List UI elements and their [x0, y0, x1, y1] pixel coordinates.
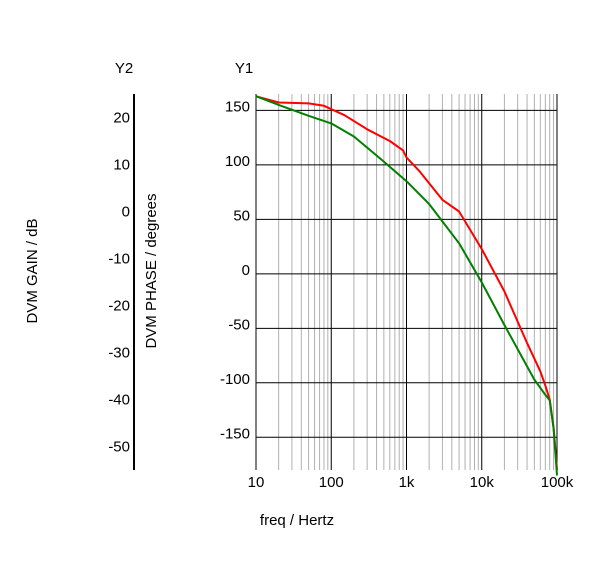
y1-tick-label: -50 [228, 316, 250, 333]
y2-tick-label: -40 [108, 392, 130, 409]
y1-axis-label: DVM PHASE / degrees [143, 193, 160, 348]
x-tick-label: 100 [319, 474, 344, 491]
y1-tick-label: 0 [242, 262, 250, 279]
y1-tick-label: 50 [233, 207, 250, 224]
axes: 10 100 1k 10k 100k150100500-50-100-15020100-… [108, 94, 574, 491]
y1-axis-header: Y1 [235, 60, 253, 77]
labels: Y2 Y1 freq / Hertz DVM GAIN / dB DVM PHA… [24, 60, 334, 529]
y1-tick-label: -100 [220, 371, 250, 388]
x-axis-label: freq / Hertz [260, 512, 334, 529]
series-group [255, 95, 558, 476]
x-tick-label: 100k [541, 474, 574, 491]
x-tick-label: 1k [399, 474, 415, 491]
y2-tick-label: -10 [108, 251, 130, 268]
series-line-2 [255, 95, 558, 476]
grid [255, 94, 558, 470]
x-tick-label: 10 [248, 474, 265, 491]
y2-tick-label: -30 [108, 345, 130, 362]
series-line-1 [255, 95, 558, 471]
x-tick-label: 10k [470, 474, 495, 491]
y2-axis-label: DVM GAIN / dB [24, 218, 41, 323]
y2-tick-label: 0 [122, 204, 130, 221]
y2-tick-label: -20 [108, 298, 130, 315]
y2-tick-label: -50 [108, 439, 130, 456]
y2-axis-header: Y2 [115, 60, 133, 77]
y1-tick-label: -150 [220, 425, 250, 442]
y1-tick-label: 150 [225, 98, 250, 115]
y1-tick-label: 100 [225, 153, 250, 170]
y2-tick-label: 10 [113, 157, 130, 174]
y2-tick-label: 20 [113, 110, 130, 127]
